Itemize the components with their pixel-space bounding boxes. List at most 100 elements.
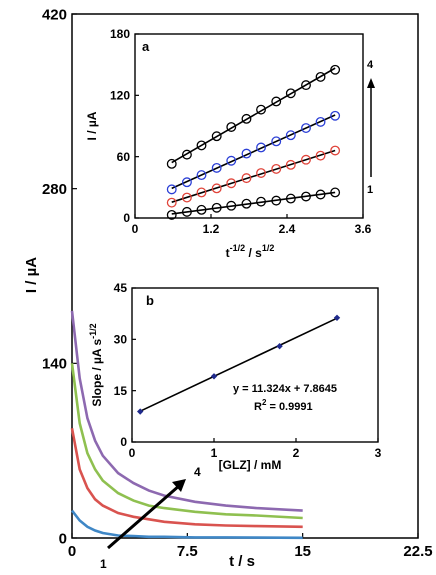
inset-a-y-ticks: 0 60 120 180 [110, 27, 139, 225]
inset-a-series-2-point [271, 163, 282, 174]
main-series-group [70, 310, 303, 540]
main-series-2-line [70, 427, 303, 529]
inset-a-series-2-point [196, 187, 207, 198]
inset-b-y-tick-label: 30 [114, 333, 128, 347]
inset-a-arrow [367, 78, 375, 177]
inset-a-series-1-point [166, 209, 177, 220]
inset-b-x-axis-label: [GLZ] / mM [219, 458, 282, 472]
inset-a-series-2-point [226, 178, 237, 189]
inset-b-point [276, 342, 283, 350]
inset-a-y-axis-label: I / µA [85, 111, 99, 140]
inset-a-series-1-point [211, 202, 222, 213]
inset-a-series-1-point [285, 193, 296, 204]
inset-a-series-1-point [226, 200, 237, 211]
inset-a-xlabel-main: t [226, 246, 230, 260]
inset-a-series-1-point [196, 204, 207, 215]
inset-a-series-3-point [315, 116, 326, 127]
main-arrow-label-end: 4 [194, 465, 201, 479]
main-y-tick-label: 140 [42, 356, 67, 373]
inset-a-frame [134, 33, 364, 219]
inset-a-y-tick-label: 120 [110, 89, 130, 103]
main-x-tick-label: 22.5 [403, 543, 432, 560]
inset-a-series-3-point [181, 177, 192, 188]
inset-a-series-4-fit-line [171, 67, 336, 164]
inset-b-panel-label: b [146, 293, 154, 308]
main-series-1-line [70, 509, 303, 540]
main-x-axis-label: t / s [229, 553, 255, 570]
inset-a-series-3-point [256, 142, 266, 153]
inset-a-series-4-point [301, 80, 311, 91]
main-arrow-line [107, 483, 181, 550]
main-x-tick-label: 7.5 [177, 543, 198, 560]
inset-a-series-4-point [315, 71, 326, 82]
inset-b-y-tick-label: 0 [120, 435, 127, 449]
inset-a-xlabel-exp2: 1/2 [262, 243, 275, 253]
inset-a-series-4-point [330, 64, 341, 75]
inset-a-series-1-point [256, 196, 266, 207]
inset-b-x-tick-label: 3 [375, 446, 382, 460]
inset-a-x-tick-label: 0 [132, 222, 139, 236]
inset-a-series-2-point [166, 197, 177, 208]
inset-a-series-4-point [285, 88, 296, 99]
inset-b-y-tick-label: 15 [114, 384, 128, 398]
inset-a-series-1-point [315, 189, 326, 200]
inset-a-series-2-point [241, 173, 252, 184]
inset-b-chart: 0 15 30 45 0 1 2 3 b y = 11.324x + 7.8645 R2 =… [88, 281, 382, 472]
inset-b-x-tick-label: 2 [293, 446, 300, 460]
inset-b-ylabel-exp: -1/2 [88, 323, 98, 339]
inset-a-series-2-point [256, 168, 266, 178]
inset-b-r2: R2 = 0.9991 [254, 398, 313, 413]
inset-b-equation: y = 11.324x + 7.8645 [233, 383, 337, 395]
main-x-tick-label: 15 [294, 543, 311, 560]
inset-a-series-3-point [330, 110, 341, 121]
inset-a-series-4-point [181, 149, 192, 160]
inset-a-series-2-point [211, 183, 222, 194]
inset-b-y-ticks: 0 15 30 45 [114, 281, 136, 449]
inset-b-point [210, 373, 218, 380]
main-arrow-head [172, 479, 186, 492]
main-x-tick-label: 0 [68, 543, 76, 560]
inset-a-series-3-point [211, 162, 222, 173]
inset-a-series-3-point [301, 123, 311, 133]
inset-a-x-tick-label: 1.2 [203, 222, 220, 236]
inset-b-r2-main: R [254, 401, 262, 413]
inset-a-series-1-point [181, 206, 192, 217]
inset-b-point [137, 408, 144, 415]
inset-b-y-axis-label: Slope / µA s-1/2 [88, 323, 104, 406]
inset-b-r2-value: = 0.9991 [266, 401, 312, 413]
inset-a-series-1-fit-line [171, 191, 336, 215]
main-x-ticks: 0 7.5 15 22.5 [68, 533, 433, 560]
inset-a-series-2-point [301, 154, 311, 165]
main-y-tick-label: 420 [42, 6, 67, 23]
inset-a-series-3-point [196, 170, 207, 181]
inset-a-series-1-point [241, 198, 252, 209]
inset-b-fit-line [139, 317, 338, 412]
inset-a-series-4-point [211, 131, 222, 142]
inset-b-y-tick-label: 45 [114, 281, 128, 295]
main-series-3-line [70, 363, 303, 520]
main-y-tick-label: 280 [42, 181, 67, 198]
main-y-tick-label: 0 [59, 530, 67, 547]
inset-a-arrow-label-start: 1 [367, 184, 373, 196]
inset-a-series-4-point [256, 104, 266, 115]
inset-b-frame [131, 287, 379, 443]
inset-a-series-4-point [166, 158, 177, 169]
main-series-4-line [70, 310, 303, 512]
inset-a-x-axis-label: t-1/2 / s1/2 [226, 243, 275, 260]
inset-a-series-2-point [285, 159, 296, 170]
inset-b-x-ticks: 0 1 2 3 [129, 438, 382, 460]
main-y-ticks: 0 140 280 420 [42, 6, 77, 547]
inset-a-series-1-point [330, 187, 341, 198]
main-arrow [107, 479, 186, 550]
inset-a-series-3-point [241, 148, 252, 159]
inset-a-series-3-point [166, 184, 177, 195]
inset-b-x-tick-label: 1 [211, 446, 218, 460]
inset-a-series-4-point [196, 140, 207, 151]
main-arrow-label-start: 1 [100, 557, 107, 571]
inset-a-series-2-point [315, 150, 326, 161]
inset-a-x-tick-label: 2.4 [279, 222, 296, 236]
inset-a-series-4-point [241, 113, 252, 124]
main-chart: 0 140 280 420 0 7.5 15 22.5 1 4 t / s I / µA [23, 6, 433, 571]
